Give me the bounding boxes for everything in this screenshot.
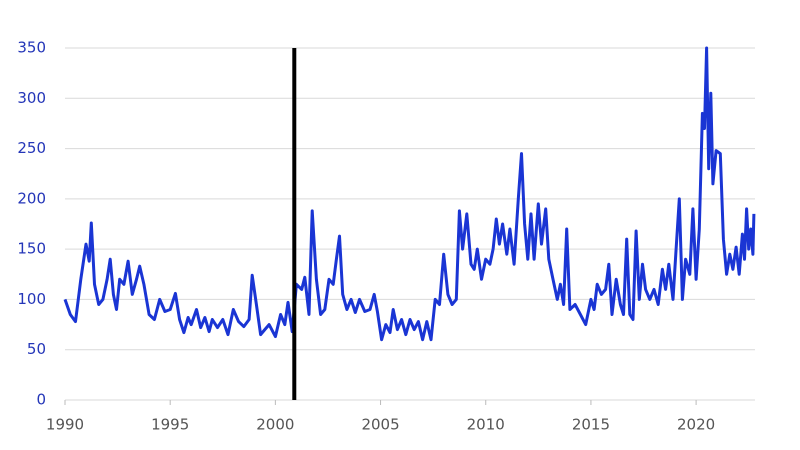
y-tick-label: 350 bbox=[17, 39, 46, 57]
y-tick-label: 0 bbox=[36, 391, 46, 409]
x-tick-label: 2015 bbox=[572, 416, 610, 434]
x-tick-label: 2020 bbox=[677, 416, 715, 434]
x-tick-label: 1995 bbox=[151, 416, 189, 434]
y-tick-label: 300 bbox=[17, 89, 46, 107]
x-tick-label: 2000 bbox=[256, 416, 294, 434]
line bbox=[63, 46, 756, 342]
y-tick-label: 150 bbox=[17, 240, 46, 258]
y-tick-label: 50 bbox=[27, 340, 46, 358]
x-tick-label: 2010 bbox=[467, 416, 505, 434]
y-tick-label: 250 bbox=[17, 139, 46, 157]
x-tick-label: 1990 bbox=[46, 416, 84, 434]
x-tick-label: 2005 bbox=[361, 416, 399, 434]
y-tick-label: 100 bbox=[17, 290, 46, 308]
y-tick-label: 200 bbox=[17, 189, 46, 207]
